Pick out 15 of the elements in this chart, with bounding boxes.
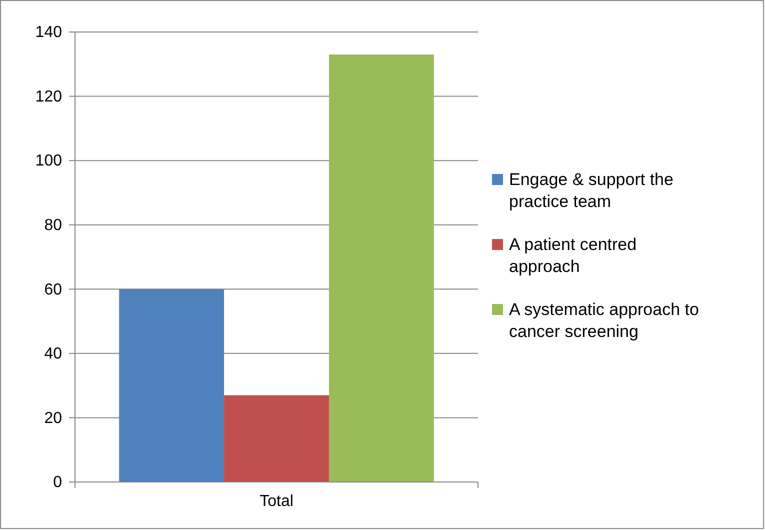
legend-label: Engage & support the practice team [509,170,674,211]
legend-label: A patient centred approach [509,235,637,276]
y-tick-label: 120 [35,88,62,106]
y-tick-label: 0 [53,474,62,492]
x-tick-label: Total [260,492,294,510]
bar [328,54,434,482]
y-tick-label: 20 [44,410,62,427]
y-tick-label: 100 [35,152,62,170]
bar [224,395,329,482]
bar [119,289,224,482]
legend-label: A systematic approach to cancer screening [509,300,699,341]
y-tick-label: 40 [44,346,62,363]
y-tick-label: 140 [35,24,62,42]
y-tick-label: 80 [44,216,62,234]
y-tick-label: 60 [44,281,62,298]
